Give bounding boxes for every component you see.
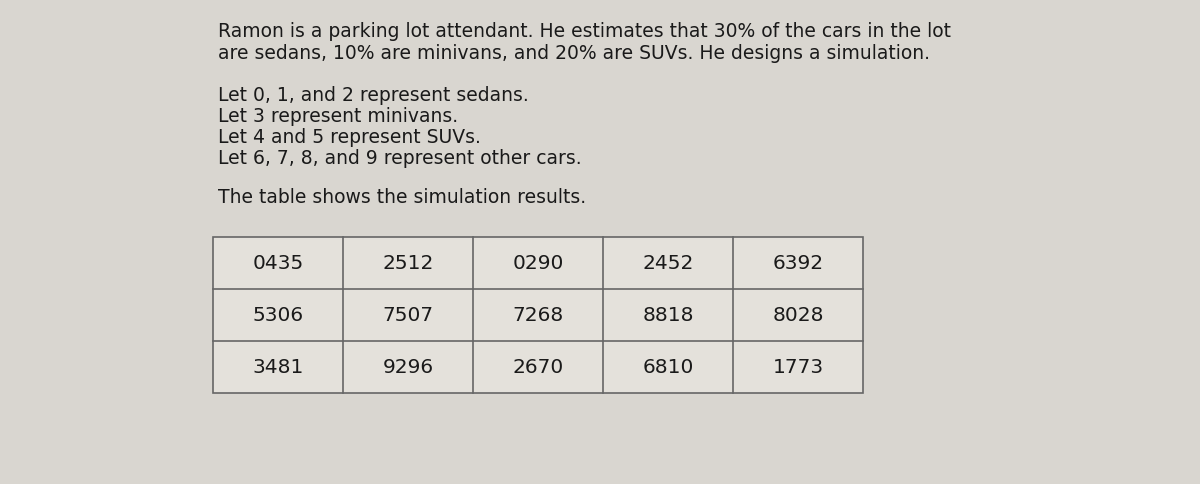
- Text: 5306: 5306: [252, 306, 304, 325]
- Text: Let 3 represent minivans.: Let 3 represent minivans.: [218, 107, 458, 126]
- Text: 7268: 7268: [512, 306, 564, 325]
- Text: 6392: 6392: [773, 254, 823, 273]
- Text: The table shows the simulation results.: The table shows the simulation results.: [218, 188, 586, 207]
- Bar: [214, 238, 863, 393]
- Text: 6810: 6810: [642, 358, 694, 377]
- Text: Let 6, 7, 8, and 9 represent other cars.: Let 6, 7, 8, and 9 represent other cars.: [218, 149, 582, 167]
- Text: 2512: 2512: [383, 254, 433, 273]
- Text: 8028: 8028: [773, 306, 823, 325]
- Text: 0435: 0435: [252, 254, 304, 273]
- Text: 0290: 0290: [512, 254, 564, 273]
- Text: 2452: 2452: [642, 254, 694, 273]
- Text: Let 0, 1, and 2 represent sedans.: Let 0, 1, and 2 represent sedans.: [218, 86, 529, 105]
- Text: Let 4 and 5 represent SUVs.: Let 4 and 5 represent SUVs.: [218, 128, 481, 147]
- Text: 1773: 1773: [773, 358, 823, 377]
- Text: 2670: 2670: [512, 358, 564, 377]
- Text: 7507: 7507: [383, 306, 433, 325]
- Text: 9296: 9296: [383, 358, 433, 377]
- Text: are sedans, 10% are minivans, and 20% are SUVs. He designs a simulation.: are sedans, 10% are minivans, and 20% ar…: [218, 44, 930, 63]
- Text: Ramon is a parking lot attendant. He estimates that 30% of the cars in the lot: Ramon is a parking lot attendant. He est…: [218, 22, 952, 41]
- Text: 3481: 3481: [252, 358, 304, 377]
- Text: 8818: 8818: [642, 306, 694, 325]
